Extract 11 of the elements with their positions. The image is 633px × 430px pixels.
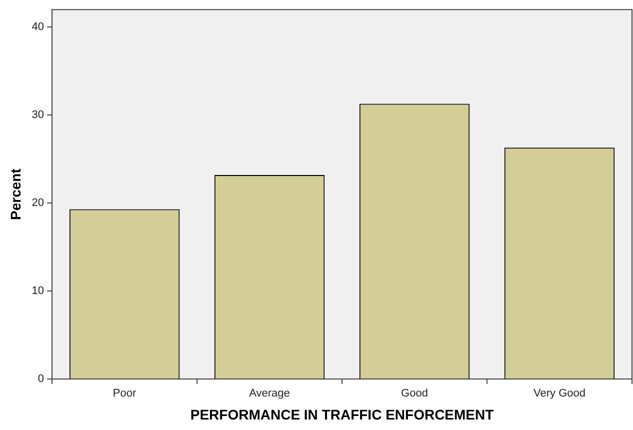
y-tick-label: 30: [32, 109, 44, 122]
y-tick-label: 20: [32, 197, 44, 210]
y-tick-label: 0: [38, 373, 44, 386]
x-tick-label: Very Good: [534, 388, 586, 400]
y-axis-title: Percent: [7, 168, 24, 220]
y-tick-label: 10: [32, 285, 44, 298]
y-tick-label: 40: [32, 21, 44, 34]
x-axis-title: PERFORMANCE IN TRAFFIC ENFORCEMENT: [190, 406, 494, 422]
x-tick-label: Poor: [112, 388, 136, 400]
x-tick-label: Average: [249, 388, 290, 400]
x-tick-label: Good: [401, 388, 428, 400]
